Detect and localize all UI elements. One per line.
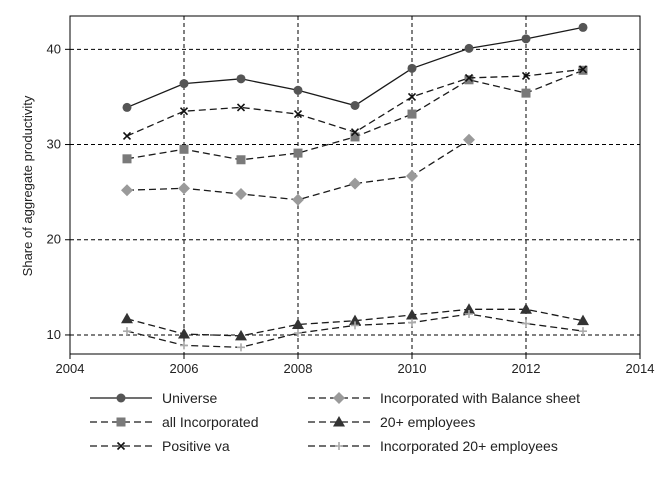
data-point <box>351 321 359 330</box>
data-point <box>294 329 302 338</box>
series-3 <box>121 133 475 206</box>
data-point <box>236 74 246 84</box>
data-point <box>408 318 416 327</box>
data-point <box>122 131 132 141</box>
data-point <box>350 100 360 110</box>
data-point <box>464 43 474 53</box>
data-point <box>122 102 132 112</box>
data-point <box>179 79 189 89</box>
data-point <box>237 343 245 352</box>
data-point <box>292 318 304 329</box>
legend-label: Positive va <box>162 438 230 454</box>
legend-marker <box>333 416 345 427</box>
legend-item: Incorporated 20+ employees <box>308 438 558 454</box>
data-point <box>579 327 587 336</box>
legend-marker <box>116 417 126 427</box>
x-tick-label: 2008 <box>284 361 313 376</box>
data-point <box>406 308 418 320</box>
legend-item: Incorporated with Balance sheet <box>308 390 580 406</box>
legend-item: Universe <box>90 390 217 406</box>
legend-marker <box>116 441 126 451</box>
series-5 <box>123 310 587 352</box>
x-tick-label: 2004 <box>56 361 85 376</box>
data-point <box>179 144 189 154</box>
data-point <box>578 65 588 74</box>
data-point <box>235 188 247 201</box>
legend-item: all Incorporated <box>90 414 259 430</box>
data-point <box>350 128 360 137</box>
data-point <box>406 169 418 182</box>
series-lines <box>121 22 589 352</box>
legend-label: 20+ employees <box>380 414 475 430</box>
data-point <box>464 73 474 82</box>
axes: 2004 2006 2008 2010 2012 2014 10 20 30 40 <box>47 41 655 376</box>
data-point <box>522 319 530 328</box>
data-point <box>407 92 417 101</box>
data-point <box>178 328 190 339</box>
data-point <box>293 148 303 158</box>
legend: Universe all Incorporated Positive va Incor… <box>90 390 580 454</box>
legend-marker <box>116 393 126 403</box>
legend-item: 20+ employees <box>308 414 475 430</box>
y-tick-label: 10 <box>47 327 61 342</box>
x-tick-label: 2014 <box>626 361 655 376</box>
data-point <box>292 193 304 206</box>
data-point <box>407 63 417 73</box>
legend-marker <box>335 442 343 450</box>
series-line <box>126 26 584 108</box>
data-point <box>178 182 190 195</box>
plot-frame <box>69 15 641 355</box>
x-tick-label: 2012 <box>512 361 541 376</box>
series-line <box>126 69 584 161</box>
series-2 <box>122 65 588 141</box>
data-point <box>122 154 132 164</box>
data-point <box>578 22 588 32</box>
x-tick-label: 2010 <box>398 361 427 376</box>
data-point <box>577 314 589 326</box>
data-point <box>521 71 531 81</box>
data-point <box>463 133 475 146</box>
x-tick-label: 2006 <box>170 361 199 376</box>
data-point <box>464 75 474 85</box>
legend-label: Incorporated with Balance sheet <box>380 390 580 406</box>
data-point <box>121 312 133 324</box>
series-0 <box>122 22 588 112</box>
data-point <box>521 34 531 44</box>
data-point <box>520 303 532 314</box>
series-4 <box>121 303 589 341</box>
legend-label: all Incorporated <box>162 414 259 430</box>
y-axis-title: Share of aggregate productivity <box>20 95 35 276</box>
y-tick-label: 30 <box>47 137 61 152</box>
data-point <box>463 303 475 314</box>
data-point <box>236 155 246 165</box>
y-tick-label: 40 <box>47 41 61 56</box>
data-point <box>236 103 246 112</box>
data-point <box>293 85 303 95</box>
data-point <box>521 88 531 98</box>
data-point <box>407 109 417 119</box>
data-point <box>179 107 189 116</box>
data-point <box>121 184 133 197</box>
data-point <box>350 132 360 142</box>
data-point <box>123 327 131 336</box>
legend-marker <box>333 392 345 404</box>
data-point <box>293 110 303 119</box>
legend-label: Universe <box>162 390 217 406</box>
legend-item: Positive va <box>90 438 230 454</box>
legend-label: Incorporated 20+ employees <box>380 438 558 454</box>
series-1 <box>122 65 588 165</box>
data-point <box>235 329 247 341</box>
data-point <box>349 314 361 326</box>
y-tick-label: 20 <box>47 232 61 247</box>
data-point <box>180 341 188 350</box>
data-point <box>349 177 361 190</box>
data-point <box>465 310 473 319</box>
